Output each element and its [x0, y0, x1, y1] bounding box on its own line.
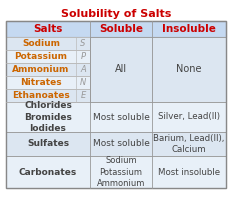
Bar	[6, 132, 225, 156]
Bar	[6, 21, 225, 188]
Bar	[6, 89, 90, 102]
Bar	[6, 21, 225, 37]
Text: None: None	[176, 65, 201, 75]
Bar	[6, 76, 90, 89]
Text: Chlorides
Bromides
Iodides: Chlorides Bromides Iodides	[24, 101, 72, 133]
Text: Solubility of Salts: Solubility of Salts	[61, 9, 170, 19]
Text: Ammonium: Ammonium	[12, 65, 69, 74]
Text: E: E	[80, 91, 85, 100]
Text: Salts: Salts	[33, 24, 62, 34]
Text: Carbonates: Carbonates	[19, 167, 77, 177]
Bar	[6, 50, 90, 63]
Bar	[6, 156, 225, 188]
Text: Soluble: Soluble	[99, 24, 142, 34]
Bar	[6, 21, 225, 188]
Text: S: S	[80, 39, 85, 48]
Text: Sodium: Sodium	[22, 39, 60, 48]
Text: Insoluble: Insoluble	[161, 24, 215, 34]
Text: Most soluble: Most soluble	[92, 140, 149, 148]
Text: Silver, Lead(II): Silver, Lead(II)	[157, 112, 219, 121]
Text: All: All	[114, 65, 127, 75]
Text: Ethanoates: Ethanoates	[12, 91, 70, 100]
Text: Potassium: Potassium	[14, 52, 67, 61]
Bar	[151, 37, 225, 102]
Text: P: P	[80, 52, 85, 61]
Bar	[6, 37, 90, 50]
Bar	[6, 63, 90, 76]
Text: Most insoluble: Most insoluble	[157, 167, 219, 177]
Text: N: N	[79, 78, 86, 87]
Text: Nitrates: Nitrates	[20, 78, 61, 87]
Bar	[90, 37, 151, 102]
Text: A: A	[80, 65, 85, 74]
Text: Sodium
Potassium
Ammonium: Sodium Potassium Ammonium	[96, 156, 145, 188]
Text: Barium, Lead(II),
Calcium: Barium, Lead(II), Calcium	[153, 134, 224, 154]
Text: Most soluble: Most soluble	[92, 112, 149, 121]
Text: Sulfates: Sulfates	[27, 140, 69, 148]
Bar	[6, 102, 225, 132]
